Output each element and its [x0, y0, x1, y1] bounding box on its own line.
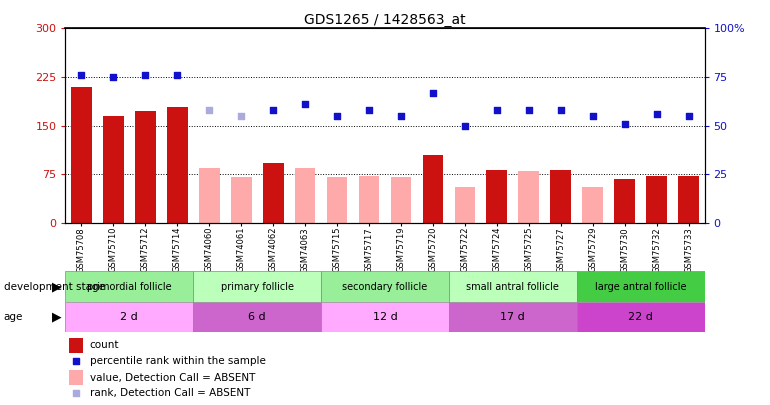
- Text: 2 d: 2 d: [120, 312, 139, 322]
- Text: secondary follicle: secondary follicle: [343, 281, 427, 292]
- Text: ▶: ▶: [52, 310, 62, 324]
- Point: [331, 113, 343, 119]
- Point: [682, 113, 695, 119]
- Point: [75, 72, 88, 78]
- Bar: [65, 302, 193, 332]
- Text: value, Detection Call = ABSENT: value, Detection Call = ABSENT: [90, 373, 255, 383]
- Point: [554, 107, 567, 113]
- Point: [427, 89, 439, 96]
- Bar: [614, 179, 635, 223]
- Bar: [321, 302, 449, 332]
- Bar: [69, 370, 82, 385]
- Bar: [518, 171, 539, 223]
- Bar: [487, 170, 507, 223]
- Point: [69, 390, 82, 396]
- Text: age: age: [4, 312, 23, 322]
- Bar: [646, 176, 667, 223]
- Point: [490, 107, 503, 113]
- Bar: [359, 176, 380, 223]
- Point: [235, 113, 247, 119]
- Bar: [326, 177, 347, 223]
- Bar: [295, 168, 316, 223]
- Text: small antral follicle: small antral follicle: [467, 281, 559, 292]
- Text: large antral follicle: large antral follicle: [595, 281, 686, 292]
- Point: [395, 113, 407, 119]
- Title: GDS1265 / 1428563_at: GDS1265 / 1428563_at: [304, 13, 466, 27]
- Bar: [551, 170, 571, 223]
- Text: count: count: [90, 340, 119, 350]
- Point: [107, 74, 119, 80]
- Bar: [103, 116, 124, 223]
- Text: 6 d: 6 d: [249, 312, 266, 322]
- Bar: [69, 338, 82, 353]
- Text: percentile rank within the sample: percentile rank within the sample: [90, 356, 266, 366]
- Point: [267, 107, 280, 113]
- Point: [203, 107, 216, 113]
- Point: [459, 122, 471, 129]
- Point: [139, 72, 152, 78]
- Text: primordial follicle: primordial follicle: [87, 281, 172, 292]
- Point: [523, 107, 535, 113]
- Bar: [193, 302, 321, 332]
- Bar: [678, 176, 699, 223]
- Bar: [454, 187, 475, 223]
- Bar: [193, 271, 321, 302]
- Text: rank, Detection Call = ABSENT: rank, Detection Call = ABSENT: [90, 388, 250, 399]
- Bar: [423, 155, 444, 223]
- Bar: [65, 271, 193, 302]
- Bar: [71, 87, 92, 223]
- Point: [171, 72, 183, 78]
- Bar: [390, 177, 411, 223]
- Text: 12 d: 12 d: [373, 312, 397, 322]
- Bar: [263, 163, 283, 223]
- Bar: [577, 271, 705, 302]
- Bar: [321, 271, 449, 302]
- Point: [618, 120, 631, 127]
- Bar: [167, 107, 188, 223]
- Point: [363, 107, 375, 113]
- Bar: [577, 302, 705, 332]
- Text: 22 d: 22 d: [628, 312, 653, 322]
- Text: 17 d: 17 d: [500, 312, 525, 322]
- Text: development stage: development stage: [4, 281, 105, 292]
- Bar: [231, 177, 252, 223]
- Text: ▶: ▶: [52, 280, 62, 293]
- Point: [651, 111, 663, 117]
- Point: [299, 101, 311, 107]
- Bar: [449, 302, 577, 332]
- Point: [69, 358, 82, 364]
- Bar: [582, 187, 603, 223]
- Bar: [199, 168, 219, 223]
- Point: [587, 113, 599, 119]
- Bar: [449, 271, 577, 302]
- Text: primary follicle: primary follicle: [221, 281, 293, 292]
- Bar: [135, 111, 156, 223]
